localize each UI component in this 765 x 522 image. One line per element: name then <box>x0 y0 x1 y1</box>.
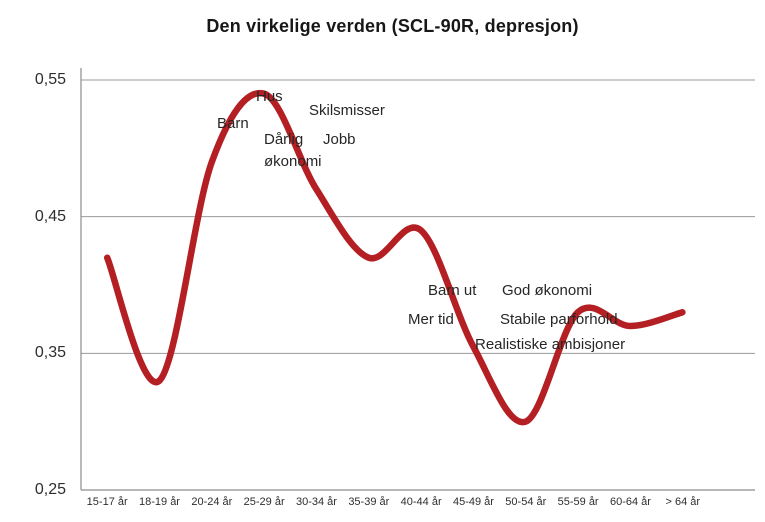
x-tick-label: 15-17 år <box>86 496 128 508</box>
x-tick-label: 40-44 år <box>400 496 442 508</box>
chart-annotation: Skilsmisser <box>309 102 385 119</box>
chart-annotation: Stabile parforhold <box>500 311 618 328</box>
chart-annotation: Dårlig økonomi <box>264 131 322 170</box>
y-tick-label: 0,55 <box>34 71 66 88</box>
x-tick-label: 60-64 år <box>609 496 651 508</box>
x-tick-label: > 64 år <box>665 496 701 508</box>
chart-annotation: God økonomi <box>502 282 593 299</box>
x-tick-label: 30-34 år <box>295 496 337 508</box>
x-tick-label: 45-49 år <box>452 496 494 508</box>
x-tick-label: 50-54 år <box>505 496 547 508</box>
y-tick-label: 0,25 <box>34 481 66 498</box>
chart-annotation: Barn <box>217 115 249 132</box>
x-tick-label: 20-24 år <box>191 496 233 508</box>
y-tick-label: 0,35 <box>34 344 66 362</box>
y-tick-label: 0,45 <box>34 207 66 225</box>
x-tick-label: 25-29 år <box>243 496 285 508</box>
x-axis: 15-17 år 18-19 år 20-24 år 25-29 år 30-34 år… <box>81 496 709 508</box>
chart-annotation: Hus <box>256 88 283 105</box>
chart-annotation: Jobb <box>323 131 356 148</box>
x-tick-label: 35-39 år <box>348 496 390 508</box>
chart-annotation: Realistiske ambisjoner <box>475 336 626 353</box>
x-tick-label: 18-19 år <box>139 496 180 508</box>
x-tick-label: 55-59 år <box>557 496 599 508</box>
chart-annotation: Mer tid <box>408 311 454 328</box>
chart-title: Den virkelige verden (SCL-90R, depresjon… <box>206 16 579 36</box>
chart-annotation: Barn ut <box>428 282 477 299</box>
series-line <box>103 89 686 426</box>
